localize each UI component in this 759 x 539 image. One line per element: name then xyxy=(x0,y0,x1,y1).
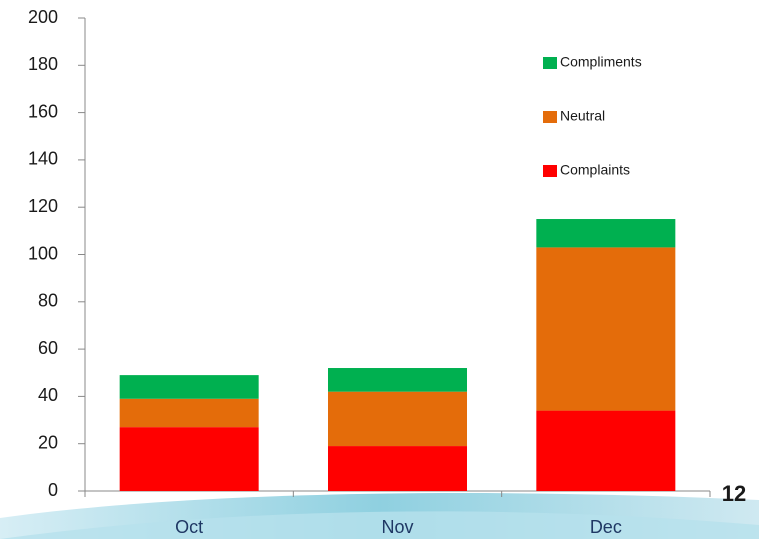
y-tick-label: 80 xyxy=(38,291,58,311)
legend-label: Compliments xyxy=(560,54,642,70)
legend-swatch xyxy=(543,165,557,177)
y-tick-label: 180 xyxy=(28,54,58,74)
bar-segment xyxy=(328,368,467,392)
y-tick-label: 100 xyxy=(28,243,58,263)
y-tick-label: 60 xyxy=(38,338,58,358)
x-tick-label: Oct xyxy=(175,517,203,537)
legend-swatch xyxy=(543,111,557,123)
bar-segment xyxy=(120,427,259,491)
bar-segment xyxy=(120,375,259,399)
bar-segment xyxy=(328,392,467,446)
x-tick-label: Dec xyxy=(590,517,622,537)
y-tick-label: 40 xyxy=(38,385,58,405)
bar-segment xyxy=(536,247,675,410)
y-tick-label: 120 xyxy=(28,196,58,216)
y-tick-label: 140 xyxy=(28,149,58,169)
y-tick-label: 0 xyxy=(48,480,58,500)
legend-label: Complaints xyxy=(560,162,630,178)
legend-swatch xyxy=(543,57,557,69)
bar-segment xyxy=(120,399,259,427)
page-number: 12 xyxy=(722,481,746,506)
y-tick-label: 160 xyxy=(28,101,58,121)
y-tick-label: 20 xyxy=(38,432,58,452)
bar-segment xyxy=(328,446,467,491)
bar-segment xyxy=(536,219,675,247)
legend-label: Neutral xyxy=(560,108,605,124)
chart: 12 0 20 40 60 80 100 120 140 160 180 200 Oct Nov Dec C… xyxy=(0,0,759,539)
x-tick-label: Nov xyxy=(381,517,413,537)
bar-segment xyxy=(536,411,675,491)
y-tick-label: 200 xyxy=(28,7,58,27)
